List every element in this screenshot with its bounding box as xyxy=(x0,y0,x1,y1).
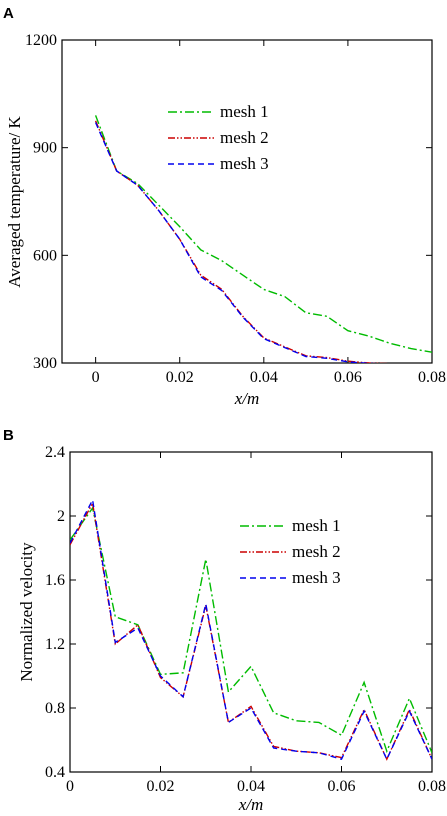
plot-frame-a xyxy=(61,39,433,364)
x-axis-label-a: x/m xyxy=(234,389,260,408)
plot-frame-b xyxy=(69,451,433,773)
legend-label: mesh 2 xyxy=(292,542,341,561)
y-tick-label: 0.4 xyxy=(45,764,65,781)
y-tick-label: 600 xyxy=(33,247,57,264)
y-axis-label-b: Normalized velocity xyxy=(17,542,36,682)
x-tick-label: 0 xyxy=(92,369,100,386)
legend-a: mesh 1 mesh 2 mesh 3 xyxy=(168,102,269,173)
y-tick-label: 900 xyxy=(33,140,57,157)
series-line-mesh-3 xyxy=(94,122,378,363)
y-axis-label-a: Averaged temperature/ K xyxy=(5,116,24,288)
x-tick-label: 0 xyxy=(66,778,74,795)
y-tick-label: 1200 xyxy=(25,32,57,49)
chart-panel-b: B 0 0.02 0.04 0.06 0.08 0.4 0.8 1.2 1.6 2 2.4 mesh… xyxy=(3,427,446,814)
axis-ticks-b: 0 0.02 0.04 0.06 0.08 0.4 0.8 1.2 1.6 2 2.4 xyxy=(45,444,446,795)
x-tick-label: 0.02 xyxy=(166,369,194,386)
legend-label: mesh 3 xyxy=(220,154,269,173)
panel-label-b: B xyxy=(3,427,14,444)
x-tick-label: 0.06 xyxy=(334,369,362,386)
x-tick-label: 0.06 xyxy=(328,778,356,795)
legend-label: mesh 3 xyxy=(292,568,341,587)
panel-label-a: A xyxy=(3,5,14,22)
legend-b: mesh 1 mesh 2 mesh 3 xyxy=(240,516,341,587)
x-tick-label: 0.08 xyxy=(418,778,446,795)
x-axis-label-b: x/m xyxy=(238,795,264,814)
series-group-a xyxy=(94,115,432,363)
y-tick-label: 2.4 xyxy=(45,444,65,461)
y-tick-label: 0.8 xyxy=(45,700,65,717)
x-tick-label: 0.04 xyxy=(237,778,265,795)
legend-label: mesh 1 xyxy=(220,102,269,121)
y-tick-label: 2 xyxy=(57,508,65,525)
series-line-mesh-3 xyxy=(70,497,432,761)
series-line-mesh-1 xyxy=(94,115,432,353)
y-tick-label: 1.2 xyxy=(45,636,65,653)
axis-ticks-a: 0 0.02 0.04 0.06 0.08 300 600 900 1200 xyxy=(25,32,446,386)
y-tick-label: 300 xyxy=(33,355,57,372)
series-line-mesh-1 xyxy=(70,506,432,754)
series-group-b xyxy=(70,497,432,761)
x-tick-label: 0.02 xyxy=(147,778,175,795)
legend-label: mesh 2 xyxy=(220,128,269,147)
legend-label: mesh 1 xyxy=(292,516,341,535)
y-tick-label: 1.6 xyxy=(45,572,65,589)
x-tick-label: 0.08 xyxy=(418,369,446,386)
x-tick-label: 0.04 xyxy=(250,369,278,386)
